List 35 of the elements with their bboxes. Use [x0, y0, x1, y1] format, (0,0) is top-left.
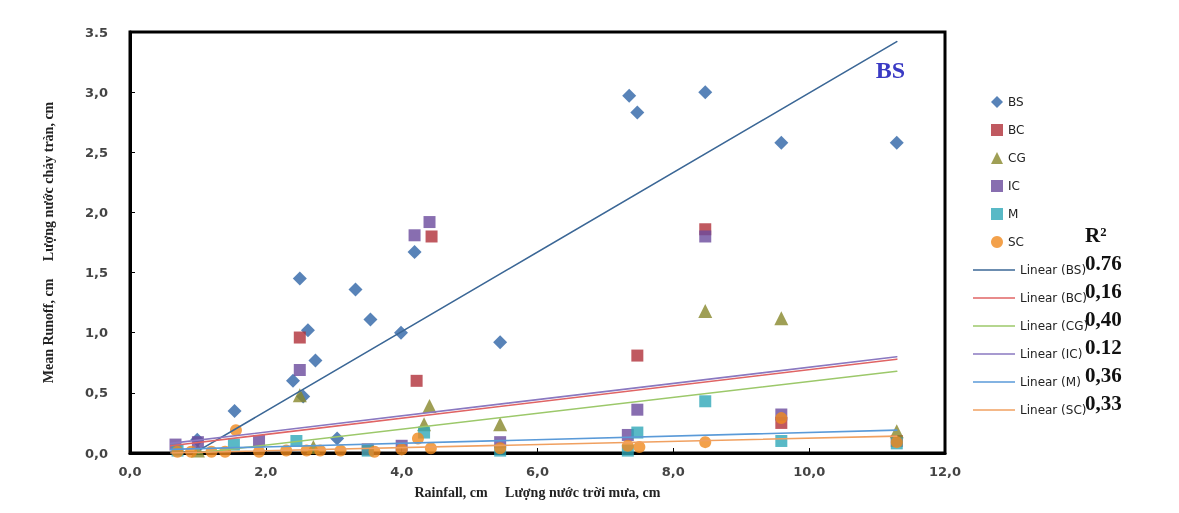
- x-tick-label: 10,0: [793, 464, 826, 479]
- x-tick-label: 6,0: [525, 464, 550, 479]
- text: 0,33: [1085, 390, 1122, 415]
- y-tick-label: 1,5: [84, 265, 108, 281]
- y-tick-label: 3.5: [84, 24, 108, 40]
- y-tick-label: 1,0: [84, 325, 108, 341]
- x-tick-label: 0,0: [118, 464, 142, 479]
- legend-label: Linear (BS): [1020, 263, 1087, 277]
- x-tick-label: 4,0: [390, 464, 414, 479]
- legend-label: BC: [1008, 123, 1025, 137]
- x-tick-label: 8,0: [661, 464, 685, 479]
- legend-label: SC: [1008, 235, 1024, 249]
- x-axis-title: Rainfall, cm Lượng nước trời mưa, cm: [414, 484, 661, 500]
- x-tick-label: 12,0: [928, 464, 962, 479]
- legend-label: Linear (SC): [1020, 403, 1087, 417]
- text: R²: [1085, 222, 1107, 247]
- y-tick-label: 0,5: [84, 385, 108, 401]
- legend-label: Linear (IC): [1020, 347, 1083, 361]
- text: 0,36: [1085, 362, 1122, 387]
- y-axis-title: Mean Runoff, cm Lượng nước chảy tràn, cm: [40, 101, 56, 384]
- text: 0,16: [1085, 278, 1122, 303]
- x-tick-label: 2,0: [254, 464, 278, 479]
- legend-label: IC: [1008, 179, 1020, 193]
- y-tick-label: 0,0: [84, 445, 108, 461]
- legend-label: M: [1008, 207, 1019, 221]
- y-tick-label: 2,5: [84, 144, 108, 160]
- text: 0.12: [1085, 334, 1122, 359]
- text: 0.76: [1085, 250, 1122, 275]
- legend-label: Linear (M): [1020, 375, 1081, 389]
- legend-label: Linear (BC): [1020, 291, 1087, 305]
- y-tick-label: 2,0: [84, 204, 108, 220]
- y-tick-label: 3,0: [84, 84, 108, 100]
- legend-label: BS: [1008, 95, 1024, 109]
- legend-label: CG: [1008, 151, 1026, 165]
- annotation: BS: [875, 57, 905, 83]
